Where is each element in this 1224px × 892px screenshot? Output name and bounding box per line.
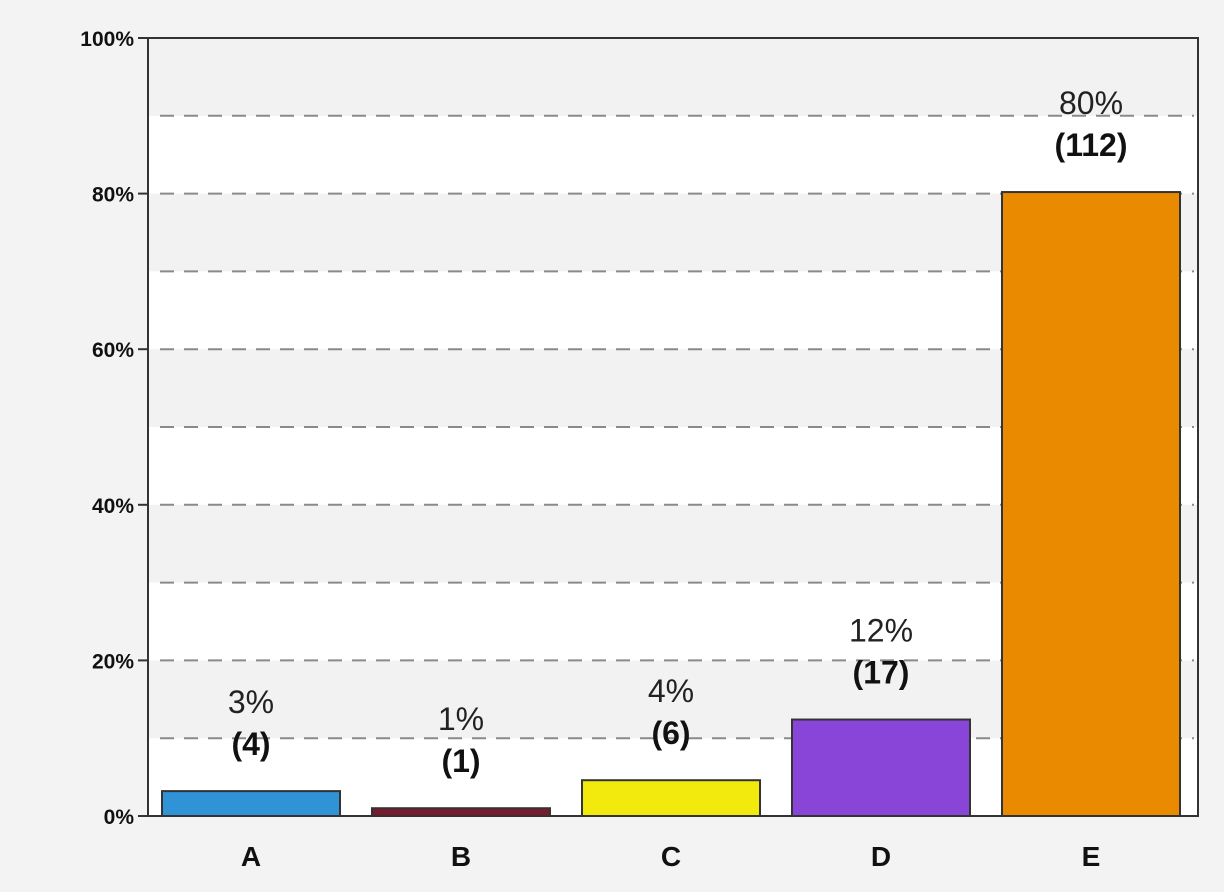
y-tick-label: 100% bbox=[80, 28, 134, 51]
value-label: 3% bbox=[228, 684, 274, 720]
y-tick-label: 0% bbox=[104, 806, 135, 829]
x-tick-label: B bbox=[451, 841, 471, 872]
data-labels: 3% (4) A 1% (1) B 4% (6) C 12% (17) D 80% (112) E bbox=[228, 85, 1128, 872]
count-label: (112) bbox=[1055, 127, 1128, 163]
y-tick-label: 20% bbox=[92, 650, 134, 673]
y-tick-label: 60% bbox=[92, 339, 134, 362]
axes: 0% 20% 40% 60% 80% 100% bbox=[80, 28, 148, 829]
plot-frame bbox=[147, 37, 1199, 817]
bar-d bbox=[791, 718, 971, 818]
count-label: (17) bbox=[853, 655, 910, 691]
plot-band bbox=[148, 38, 1198, 116]
y-tick-label: 40% bbox=[92, 495, 134, 518]
count-label: (6) bbox=[651, 715, 690, 751]
value-label: 12% bbox=[849, 613, 913, 649]
x-tick-label: A bbox=[241, 841, 261, 872]
bar-c bbox=[581, 779, 761, 817]
grid-lines bbox=[160, 114, 1194, 740]
x-tick-label: C bbox=[661, 841, 681, 872]
bar-a bbox=[161, 790, 341, 818]
x-tick-label: D bbox=[871, 841, 891, 872]
y-tick-label: 80% bbox=[92, 184, 134, 207]
value-label: 4% bbox=[648, 673, 694, 709]
value-label: 80% bbox=[1059, 85, 1123, 121]
bar-e bbox=[1001, 191, 1181, 817]
value-label: 1% bbox=[438, 701, 484, 737]
x-tick-label: E bbox=[1082, 841, 1101, 872]
bars bbox=[161, 191, 1181, 818]
count-label: (1) bbox=[441, 743, 480, 779]
count-label: (4) bbox=[231, 726, 270, 762]
bar-b bbox=[371, 807, 551, 817]
